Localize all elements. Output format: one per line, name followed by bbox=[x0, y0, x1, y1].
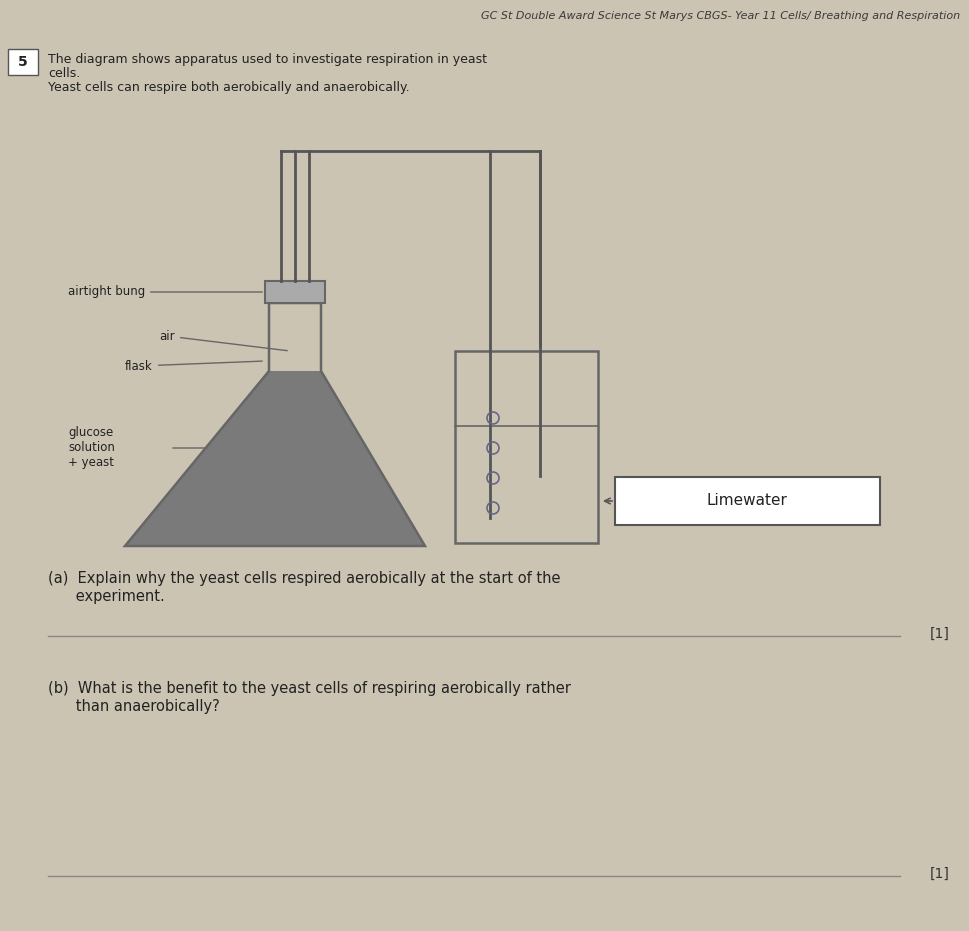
Text: glucose: glucose bbox=[68, 426, 113, 439]
Text: than anaerobically?: than anaerobically? bbox=[47, 699, 220, 714]
Bar bbox=[614, 477, 879, 525]
Text: Yeast cells can respire both aerobically and anaerobically.: Yeast cells can respire both aerobically… bbox=[47, 81, 409, 94]
Text: cells.: cells. bbox=[47, 67, 80, 80]
Text: air: air bbox=[159, 330, 287, 351]
Text: The diagram shows apparatus used to investigate respiration in yeast: The diagram shows apparatus used to inve… bbox=[47, 53, 486, 66]
Text: solution: solution bbox=[68, 441, 114, 454]
Text: airtight bung: airtight bung bbox=[68, 286, 262, 299]
Polygon shape bbox=[125, 371, 424, 546]
Bar bbox=[8, 49, 38, 75]
Text: + yeast: + yeast bbox=[68, 456, 114, 469]
Text: (a)  Explain why the yeast cells respired aerobically at the start of the: (a) Explain why the yeast cells respired… bbox=[47, 571, 560, 586]
Text: 5: 5 bbox=[18, 55, 28, 69]
Text: GC St Double Award Science St Marys CBGS- Year 11 Cells/ Breathing and Respirati: GC St Double Award Science St Marys CBGS… bbox=[481, 11, 959, 21]
Bar bbox=[454, 351, 597, 543]
Text: flask: flask bbox=[125, 359, 262, 372]
Bar bbox=[265, 281, 325, 303]
Text: [1]: [1] bbox=[929, 627, 949, 641]
Text: [1]: [1] bbox=[929, 867, 949, 881]
Text: (b)  What is the benefit to the yeast cells of respiring aerobically rather: (b) What is the benefit to the yeast cel… bbox=[47, 681, 571, 696]
Text: experiment.: experiment. bbox=[47, 589, 165, 604]
Text: Limewater: Limewater bbox=[705, 493, 787, 508]
